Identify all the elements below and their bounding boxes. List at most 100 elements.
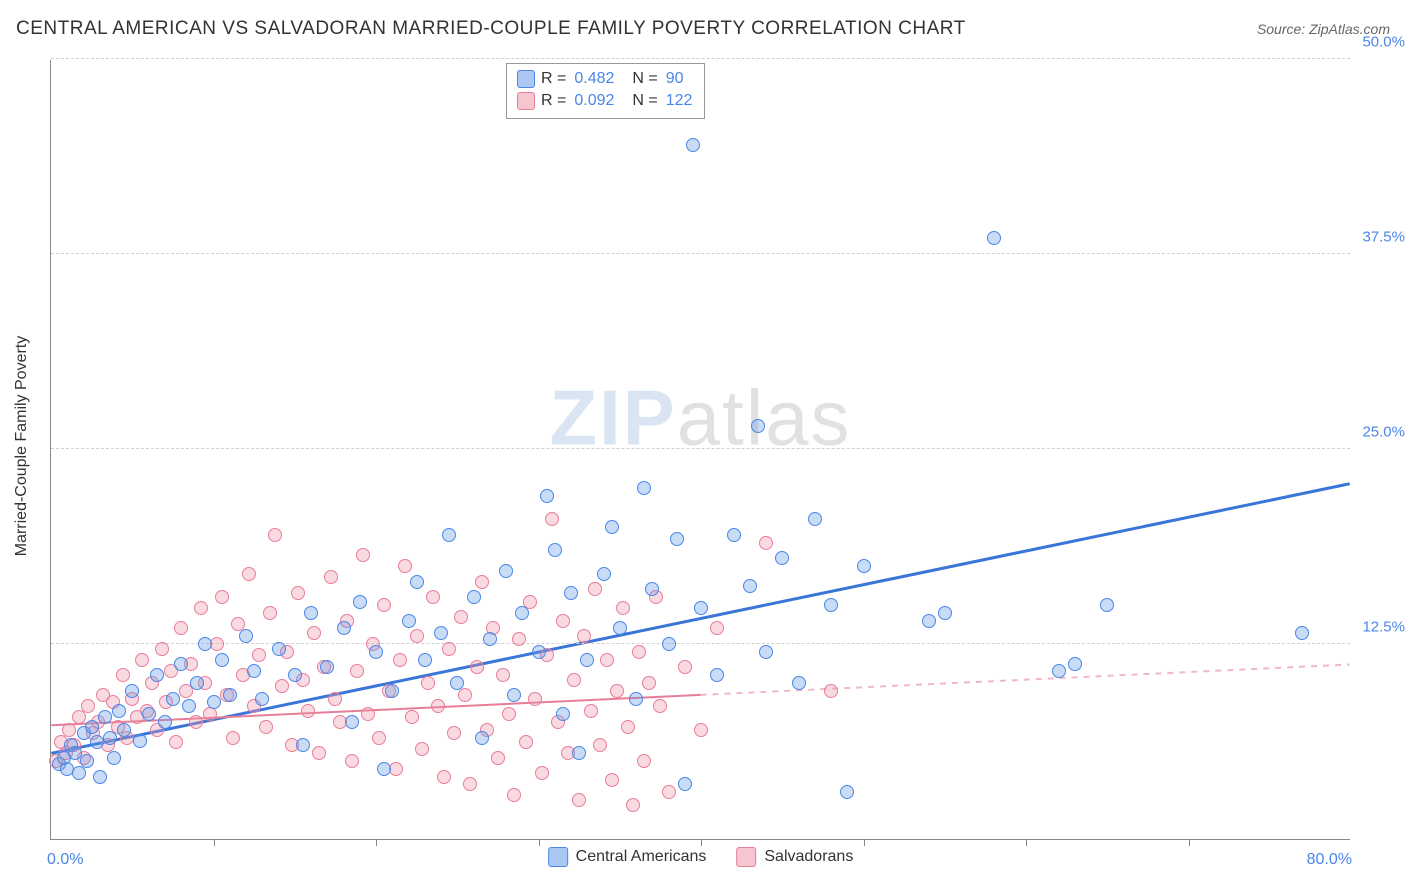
trend-line-blue bbox=[51, 484, 1349, 754]
point-central-american bbox=[597, 567, 611, 581]
point-salvadoran bbox=[447, 726, 461, 740]
stat-n-blue: 90 bbox=[666, 68, 684, 90]
y-axis-label: Married-Couple Family Poverty bbox=[13, 336, 31, 557]
x-tick bbox=[1189, 839, 1190, 846]
legend-label-blue: Central Americans bbox=[576, 848, 707, 866]
point-central-american bbox=[80, 754, 94, 768]
point-central-american bbox=[840, 785, 854, 799]
point-central-american bbox=[450, 676, 464, 690]
point-salvadoran bbox=[72, 710, 86, 724]
point-salvadoran bbox=[301, 704, 315, 718]
point-central-american bbox=[645, 582, 659, 596]
point-central-american bbox=[808, 512, 822, 526]
point-central-american bbox=[922, 614, 936, 628]
chart-title: CENTRAL AMERICAN VS SALVADORAN MARRIED-C… bbox=[16, 18, 966, 40]
point-salvadoran bbox=[605, 773, 619, 787]
point-central-american bbox=[166, 692, 180, 706]
point-central-american bbox=[499, 564, 513, 578]
point-salvadoran bbox=[415, 742, 429, 756]
point-central-american bbox=[353, 595, 367, 609]
point-central-american bbox=[150, 668, 164, 682]
point-central-american bbox=[824, 598, 838, 612]
point-central-american bbox=[670, 532, 684, 546]
stat-r-blue: 0.482 bbox=[574, 68, 614, 90]
point-salvadoran bbox=[653, 699, 667, 713]
point-salvadoran bbox=[458, 688, 472, 702]
point-central-american bbox=[190, 676, 204, 690]
point-central-american bbox=[605, 520, 619, 534]
y-tick-label: 50.0% bbox=[1362, 34, 1405, 51]
point-central-american bbox=[107, 751, 121, 765]
point-central-american bbox=[90, 735, 104, 749]
point-salvadoran bbox=[632, 645, 646, 659]
point-salvadoran bbox=[610, 684, 624, 698]
x-tick bbox=[214, 839, 215, 846]
legend-swatch-blue-icon bbox=[548, 847, 568, 867]
point-salvadoran bbox=[600, 653, 614, 667]
point-central-american bbox=[304, 606, 318, 620]
point-central-american bbox=[215, 653, 229, 667]
point-salvadoran bbox=[361, 707, 375, 721]
x-tick bbox=[539, 839, 540, 846]
point-central-american bbox=[467, 590, 481, 604]
point-central-american bbox=[223, 688, 237, 702]
swatch-pink-icon bbox=[517, 92, 535, 110]
point-central-american bbox=[857, 559, 871, 573]
point-central-american bbox=[207, 695, 221, 709]
point-salvadoran bbox=[584, 704, 598, 718]
point-salvadoran bbox=[350, 664, 364, 678]
point-salvadoran bbox=[626, 798, 640, 812]
point-salvadoran bbox=[194, 601, 208, 615]
point-central-american bbox=[158, 715, 172, 729]
point-central-american bbox=[402, 614, 416, 628]
point-central-american bbox=[133, 734, 147, 748]
stat-r-label2: R = bbox=[541, 90, 566, 112]
point-salvadoran bbox=[377, 598, 391, 612]
point-central-american bbox=[125, 684, 139, 698]
point-salvadoran bbox=[567, 673, 581, 687]
point-central-american bbox=[434, 626, 448, 640]
point-salvadoran bbox=[155, 642, 169, 656]
point-central-american bbox=[72, 766, 86, 780]
legend-item-blue: Central Americans bbox=[548, 847, 707, 867]
point-central-american bbox=[93, 770, 107, 784]
stat-n-label: N = bbox=[632, 68, 657, 90]
point-central-american bbox=[613, 621, 627, 635]
point-salvadoran bbox=[528, 692, 542, 706]
point-salvadoran bbox=[259, 720, 273, 734]
point-salvadoran bbox=[263, 606, 277, 620]
point-salvadoran bbox=[307, 626, 321, 640]
point-central-american bbox=[117, 723, 131, 737]
point-salvadoran bbox=[519, 735, 533, 749]
point-central-american bbox=[686, 138, 700, 152]
point-central-american bbox=[198, 637, 212, 651]
point-salvadoran bbox=[454, 610, 468, 624]
point-salvadoran bbox=[491, 751, 505, 765]
point-salvadoran bbox=[426, 590, 440, 604]
point-salvadoran bbox=[116, 668, 130, 682]
point-central-american bbox=[792, 676, 806, 690]
point-central-american bbox=[564, 586, 578, 600]
legend-label-pink: Salvadorans bbox=[764, 848, 853, 866]
point-salvadoran bbox=[637, 754, 651, 768]
point-salvadoran bbox=[356, 548, 370, 562]
point-salvadoran bbox=[81, 699, 95, 713]
point-salvadoran bbox=[496, 668, 510, 682]
y-tick-label: 12.5% bbox=[1362, 619, 1405, 636]
point-salvadoran bbox=[437, 770, 451, 784]
point-central-american bbox=[369, 645, 383, 659]
point-salvadoran bbox=[621, 720, 635, 734]
point-salvadoran bbox=[268, 528, 282, 542]
point-central-american bbox=[255, 692, 269, 706]
watermark: ZIPatlas bbox=[549, 373, 851, 464]
series-legend: Central Americans Salvadorans bbox=[548, 847, 854, 867]
point-salvadoran bbox=[135, 653, 149, 667]
stats-row-pink: R = 0.092 N = 122 bbox=[517, 90, 694, 112]
point-salvadoran bbox=[662, 785, 676, 799]
point-salvadoran bbox=[398, 559, 412, 573]
point-salvadoran bbox=[507, 788, 521, 802]
point-central-american bbox=[103, 731, 117, 745]
point-salvadoran bbox=[62, 723, 76, 737]
point-central-american bbox=[142, 707, 156, 721]
x-tick bbox=[1026, 839, 1027, 846]
